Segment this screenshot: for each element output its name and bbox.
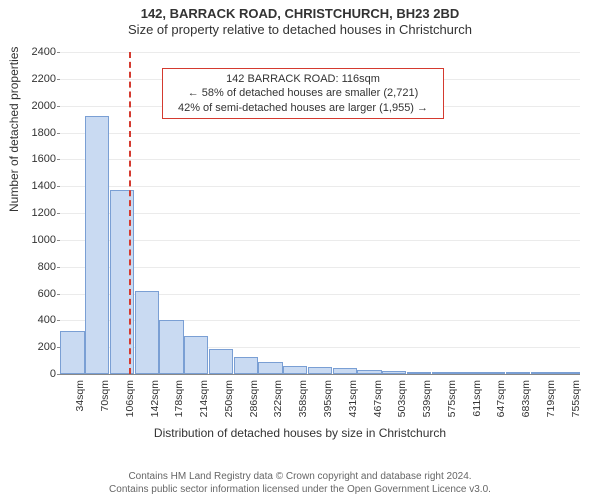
annotation-line: 42% of semi-detached houses are larger (… bbox=[171, 101, 435, 115]
attribution-line2: Contains public sector information licen… bbox=[0, 484, 600, 497]
plot-area: 142 BARRACK ROAD: 116sqm← 58% of detache… bbox=[60, 52, 580, 374]
gridline bbox=[60, 267, 580, 268]
histogram-bar bbox=[234, 357, 258, 374]
gridline bbox=[60, 133, 580, 134]
annotation-line: ← 58% of detached houses are smaller (2,… bbox=[171, 86, 435, 100]
y-tick-label: 0 bbox=[16, 368, 56, 380]
y-tick-mark bbox=[57, 294, 60, 295]
histogram-bar bbox=[184, 336, 208, 374]
y-tick-label: 1600 bbox=[16, 153, 56, 165]
annotation-line: 142 BARRACK ROAD: 116sqm bbox=[171, 72, 435, 86]
y-tick-mark bbox=[57, 320, 60, 321]
y-tick-label: 600 bbox=[16, 288, 56, 300]
histogram-bar bbox=[258, 362, 282, 374]
y-tick-mark bbox=[57, 79, 60, 80]
x-axis-baseline bbox=[60, 374, 580, 375]
y-tick-mark bbox=[57, 240, 60, 241]
histogram-bar bbox=[135, 291, 159, 374]
histogram-bar bbox=[209, 349, 233, 374]
gridline bbox=[60, 186, 580, 187]
y-tick-mark bbox=[57, 267, 60, 268]
title-line2: Size of property relative to detached ho… bbox=[0, 22, 600, 38]
y-tick-mark bbox=[57, 52, 60, 53]
y-tick-label: 1000 bbox=[16, 234, 56, 246]
y-tick-label: 1200 bbox=[16, 207, 56, 219]
gridline bbox=[60, 159, 580, 160]
annotation-box: 142 BARRACK ROAD: 116sqm← 58% of detache… bbox=[162, 68, 444, 119]
y-tick-mark bbox=[57, 159, 60, 160]
x-axis-label: Distribution of detached houses by size … bbox=[0, 426, 600, 440]
attribution-block: Contains HM Land Registry data © Crown c… bbox=[0, 471, 600, 496]
chart-container: Number of detached properties 142 BARRAC… bbox=[0, 42, 600, 442]
y-tick-mark bbox=[57, 374, 60, 375]
y-tick-label: 800 bbox=[16, 261, 56, 273]
title-line1: 142, BARRACK ROAD, CHRISTCHURCH, BH23 2B… bbox=[0, 6, 600, 22]
histogram-bar bbox=[308, 367, 332, 374]
histogram-bar bbox=[283, 366, 307, 374]
y-tick-label: 2400 bbox=[16, 46, 56, 58]
reference-line bbox=[129, 52, 131, 374]
attribution-line1: Contains HM Land Registry data © Crown c… bbox=[0, 471, 600, 484]
y-tick-mark bbox=[57, 213, 60, 214]
y-tick-label: 1400 bbox=[16, 180, 56, 192]
y-tick-mark bbox=[57, 106, 60, 107]
gridline bbox=[60, 240, 580, 241]
histogram-bar bbox=[60, 331, 84, 374]
y-tick-label: 200 bbox=[16, 341, 56, 353]
histogram-bar bbox=[159, 320, 183, 374]
y-tick-mark bbox=[57, 133, 60, 134]
chart-title-block: 142, BARRACK ROAD, CHRISTCHURCH, BH23 2B… bbox=[0, 0, 600, 39]
gridline bbox=[60, 52, 580, 53]
y-tick-label: 1800 bbox=[16, 127, 56, 139]
y-tick-label: 2200 bbox=[16, 73, 56, 85]
y-tick-label: 2000 bbox=[16, 100, 56, 112]
y-tick-mark bbox=[57, 186, 60, 187]
y-tick-mark bbox=[57, 347, 60, 348]
gridline bbox=[60, 213, 580, 214]
y-tick-label: 400 bbox=[16, 314, 56, 326]
histogram-bar bbox=[85, 116, 109, 374]
